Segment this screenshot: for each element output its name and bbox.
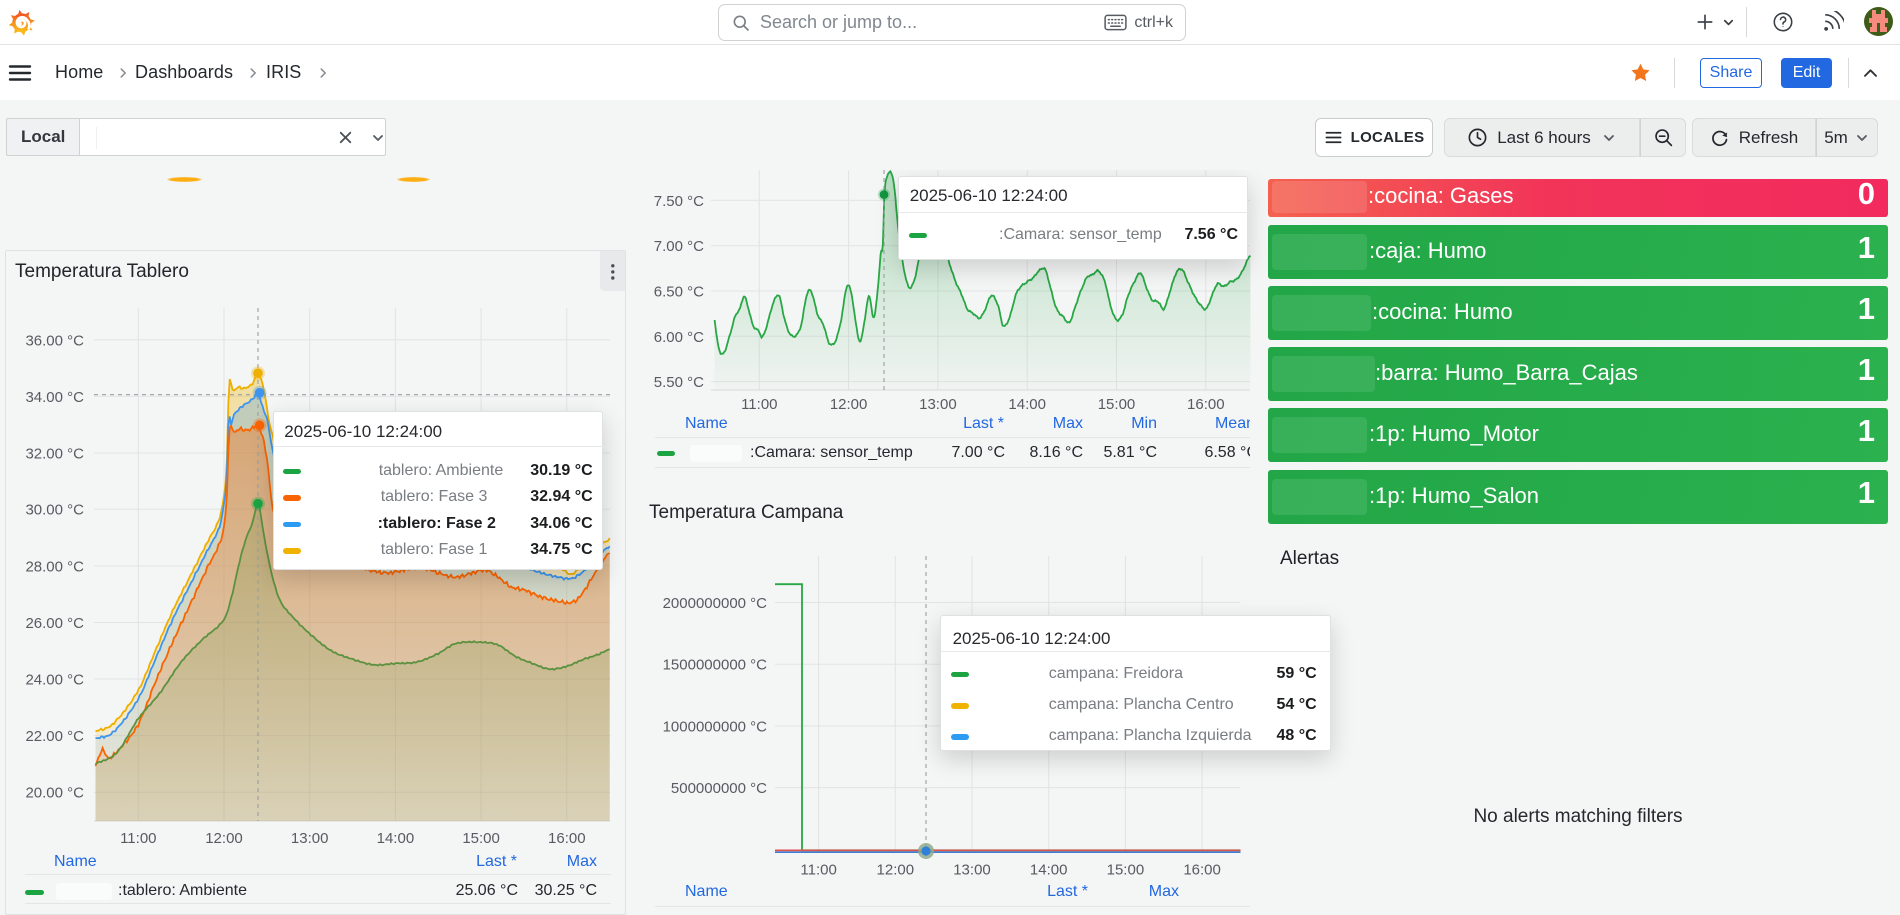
svg-text:15:00: 15:00 (462, 830, 500, 847)
svg-text:11:00: 11:00 (800, 862, 836, 879)
svg-text:5.50 °C: 5.50 °C (654, 374, 704, 391)
svg-text:1500000000 °C: 1500000000 °C (663, 657, 768, 674)
svg-text:16:00: 16:00 (1187, 396, 1225, 413)
svg-text:11:00: 11:00 (120, 830, 156, 847)
svg-text:14:00: 14:00 (377, 830, 415, 847)
svg-text:34.00 °C: 34.00 °C (25, 389, 84, 406)
svg-text:500000000 °C: 500000000 °C (671, 780, 767, 797)
svg-text:20.00 °C: 20.00 °C (25, 785, 84, 802)
svg-text:7.00 °C: 7.00 °C (654, 238, 704, 255)
svg-text:15:00: 15:00 (1107, 862, 1145, 879)
svg-text:36.00 °C: 36.00 °C (25, 332, 84, 349)
svg-text:12:00: 12:00 (877, 862, 915, 879)
svg-text:7.50 °C: 7.50 °C (654, 193, 704, 210)
svg-text:24.00 °C: 24.00 °C (25, 672, 84, 689)
svg-text:22.00 °C: 22.00 °C (25, 728, 84, 745)
svg-text:13:00: 13:00 (291, 830, 329, 847)
svg-text:30.00 °C: 30.00 °C (25, 502, 84, 519)
svg-text:12:00: 12:00 (205, 830, 243, 847)
svg-text:26.00 °C: 26.00 °C (25, 615, 84, 632)
svg-text:13:00: 13:00 (919, 396, 957, 413)
svg-text:14:00: 14:00 (1030, 862, 1068, 879)
svg-text:32.00 °C: 32.00 °C (25, 446, 84, 463)
svg-text:16:00: 16:00 (1183, 862, 1221, 879)
svg-text:1000000000 °C: 1000000000 °C (663, 718, 768, 735)
svg-text:6.00 °C: 6.00 °C (654, 329, 704, 346)
svg-text:12:00: 12:00 (830, 396, 868, 413)
svg-text:28.00 °C: 28.00 °C (25, 558, 84, 575)
svg-text:13:00: 13:00 (953, 862, 991, 879)
svg-text:2000000000 °C: 2000000000 °C (663, 595, 768, 612)
svg-text:15:00: 15:00 (1098, 396, 1136, 413)
svg-text:14:00: 14:00 (1008, 396, 1046, 413)
svg-text:11:00: 11:00 (741, 396, 777, 413)
svg-text:6.50 °C: 6.50 °C (654, 284, 704, 301)
svg-text:16:00: 16:00 (548, 830, 586, 847)
